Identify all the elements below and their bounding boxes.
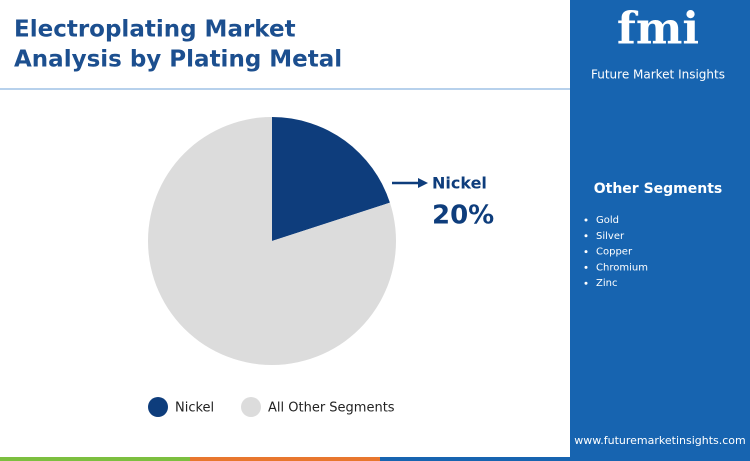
footer-url: www.futuremarketinsights.com (574, 434, 746, 447)
pie-slice (147, 117, 396, 365)
legend-swatch (241, 397, 261, 417)
sidebar-list: Gold Silver Copper Chromium Zinc (584, 215, 648, 289)
logo: fmi (617, 4, 699, 55)
brand-name: Future Market Insights (591, 68, 725, 82)
pie-slice (272, 117, 390, 241)
bullet (584, 218, 588, 222)
chart-title-line-1: Electroplating Market (14, 17, 296, 43)
legend-swatch (148, 397, 168, 417)
bullet (584, 281, 588, 285)
sidebar (570, 0, 750, 461)
bullet (584, 234, 588, 238)
bullet (584, 250, 588, 254)
legend-label: All Other Segments (268, 401, 395, 416)
chart-title-line-2: Analysis by Plating Metal (14, 47, 342, 73)
sidebar-item: Zinc (596, 278, 617, 289)
annotation-arrowhead (418, 178, 428, 188)
legend-label: Nickel (175, 401, 214, 416)
stripe (190, 457, 380, 461)
sidebar-item: Gold (596, 215, 619, 226)
sidebar-heading: Other Segments (594, 181, 723, 197)
sidebar-item: Silver (596, 231, 625, 242)
data-label: 20% (432, 201, 494, 231)
annotation-label: Nickel (432, 174, 487, 193)
stripe (380, 457, 570, 461)
legend: Nickel All Other Segments (148, 397, 395, 417)
sidebar-item: Chromium (596, 262, 648, 273)
pie: Nickel 20% (147, 117, 494, 365)
stripe (0, 457, 190, 461)
bullet (584, 265, 588, 269)
sidebar-item: Copper (596, 247, 633, 258)
